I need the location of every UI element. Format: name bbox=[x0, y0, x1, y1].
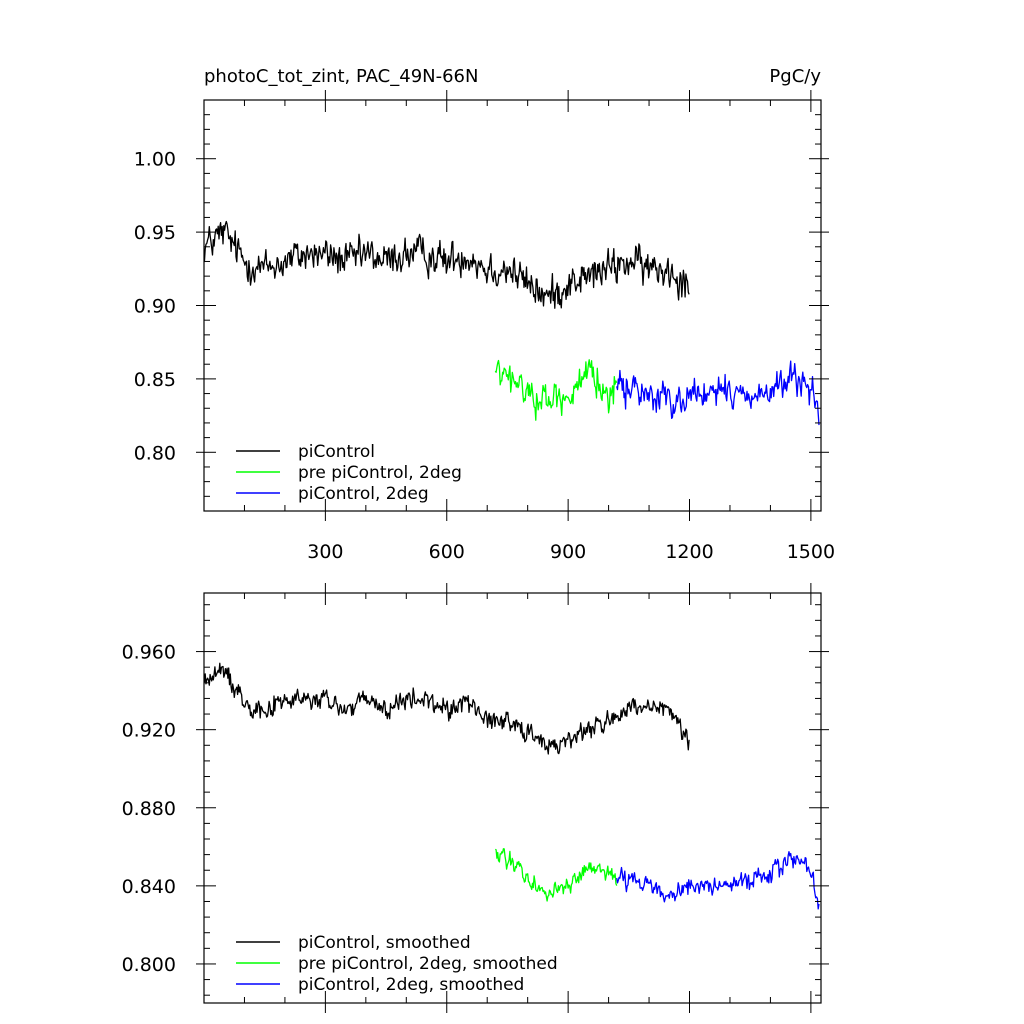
chart-title: photoC_tot_zint, PAC_49N-66N bbox=[204, 66, 478, 87]
top-plot-frame bbox=[203, 99, 822, 512]
legend-label: piControl, 2deg bbox=[298, 484, 429, 504]
legend-label: pre piControl, 2deg bbox=[298, 463, 462, 483]
bottom-panel: 0.800 0.840 0.880 0.920 0.960 piControl, smo… bbox=[122, 583, 829, 1013]
y-tick-label: 1.00 bbox=[134, 149, 176, 171]
series-line-top-2 bbox=[616, 360, 820, 426]
legend-label: piControl bbox=[298, 442, 375, 462]
legend-label: piControl, 2deg, smoothed bbox=[298, 975, 524, 995]
x-tick-label: 1200 bbox=[665, 541, 713, 563]
y-tick-label: 0.90 bbox=[134, 296, 176, 318]
y-tick-label: 0.95 bbox=[134, 222, 176, 244]
y-tick-label: 0.840 bbox=[122, 876, 176, 898]
bottom-series-group bbox=[203, 662, 820, 910]
y-tick-label: 0.800 bbox=[122, 954, 176, 976]
x-tick-label: 600 bbox=[429, 541, 465, 563]
series-line-top-0 bbox=[203, 220, 690, 309]
series-line-top-1 bbox=[494, 359, 618, 421]
bottom-ticks: 0.800 0.840 0.880 0.920 0.960 bbox=[122, 583, 829, 1013]
top-panel: 300 600 900 1200 1500 0.80 0.85 0.90 0.95 1.00 pi… bbox=[134, 90, 835, 563]
units-label: PgC/y bbox=[769, 66, 821, 87]
series-line-bottom-2 bbox=[616, 851, 820, 910]
legend-label: pre piControl, 2deg, smoothed bbox=[298, 954, 558, 974]
top-ticks: 300 600 900 1200 1500 0.80 0.85 0.90 0.95 1.00 bbox=[134, 90, 835, 563]
x-tick-label: 300 bbox=[307, 541, 343, 563]
series-line-bottom-0 bbox=[203, 662, 690, 755]
x-tick-label: 1500 bbox=[787, 541, 835, 563]
x-tick-label: 900 bbox=[550, 541, 586, 563]
y-tick-label: 0.920 bbox=[122, 720, 176, 742]
y-tick-label: 0.80 bbox=[134, 442, 176, 464]
y-tick-label: 0.880 bbox=[122, 798, 176, 820]
y-tick-label: 0.85 bbox=[134, 369, 176, 391]
bottom-plot-frame bbox=[203, 592, 822, 1004]
legend-label: piControl, smoothed bbox=[298, 933, 471, 953]
y-tick-label: 0.960 bbox=[122, 642, 176, 664]
series-line-bottom-1 bbox=[494, 848, 618, 902]
top-series-group bbox=[203, 220, 820, 426]
